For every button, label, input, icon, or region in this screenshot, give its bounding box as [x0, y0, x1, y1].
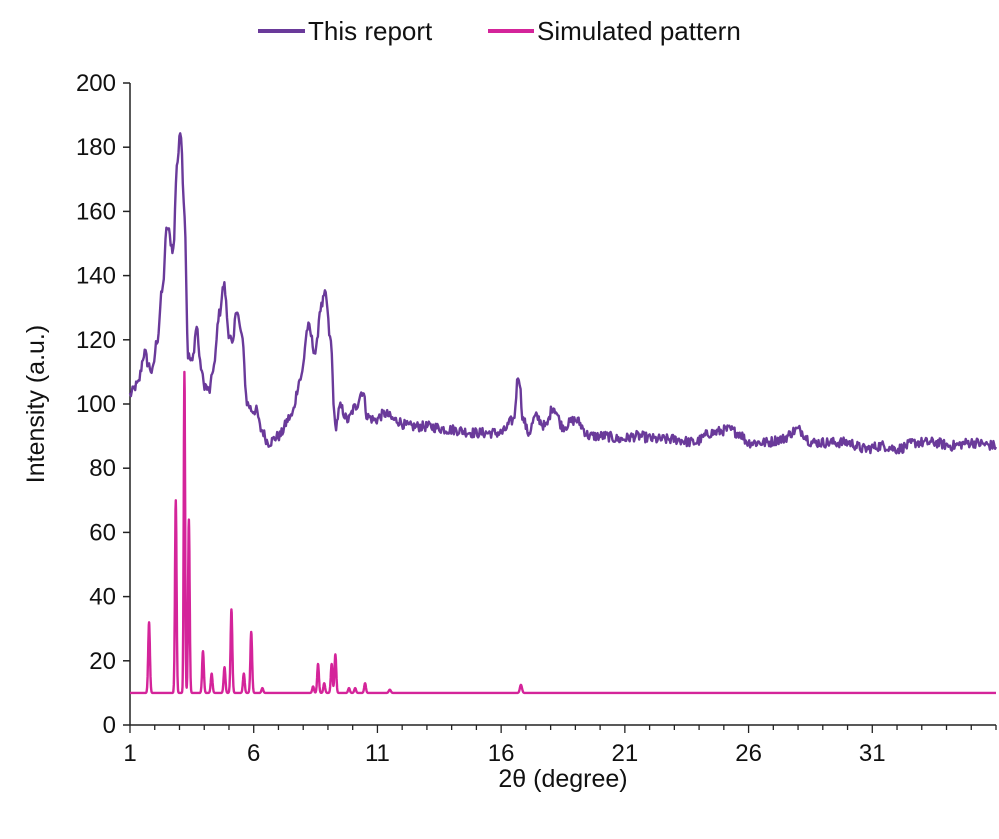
y-tick-label: 100	[76, 391, 116, 418]
x-ticks: 1 6 11 16 21 26 31	[123, 725, 997, 767]
y-tick-label: 140	[76, 263, 116, 290]
x-tick-label: 26	[735, 740, 762, 767]
x-axis-title: 2θ (degree)	[498, 765, 627, 793]
x-tick-label: 16	[488, 740, 515, 767]
x-tick-label: 6	[247, 740, 260, 767]
x-tick-label: 1	[123, 740, 136, 767]
x-tick-label: 21	[612, 740, 639, 767]
legend-label-this-report: This report	[308, 16, 433, 46]
y-ticks: 0 20 40 60 80 100 120 140 160 180 200	[76, 70, 130, 739]
x-tick-label: 11	[365, 740, 390, 767]
series-line-simulated-pattern	[129, 370, 997, 695]
y-tick-label: 80	[89, 455, 116, 482]
y-tick-label: 60	[89, 519, 116, 546]
y-tick-label: 40	[89, 584, 116, 611]
y-tick-label: 180	[76, 134, 116, 161]
legend-label-simulated-pattern: Simulated pattern	[537, 16, 741, 46]
legend: This report Simulated pattern	[258, 16, 741, 46]
y-tick-label: 20	[89, 648, 116, 675]
y-axis-title: Intensity (a.u.)	[22, 325, 50, 483]
y-tick-label: 120	[76, 327, 116, 354]
axes	[129, 83, 996, 726]
y-tick-label: 200	[76, 70, 116, 97]
y-tick-label: 0	[103, 712, 116, 739]
y-tick-label: 160	[76, 198, 116, 225]
x-tick-label: 31	[859, 740, 886, 767]
series-line-this-report	[128, 132, 998, 455]
